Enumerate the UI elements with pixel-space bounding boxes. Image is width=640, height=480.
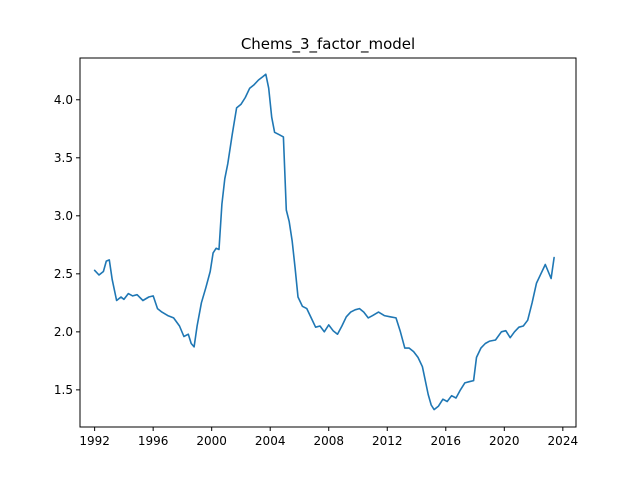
x-tick-label: 2024	[548, 434, 579, 448]
y-tick-label: 3.5	[54, 151, 73, 165]
x-tick-label: 2020	[489, 434, 520, 448]
y-tick-label: 2.0	[54, 325, 73, 339]
x-tick-label: 2016	[431, 434, 462, 448]
y-axis: 1.5 2.0 2.5 3.0 3.5 4.0	[54, 93, 80, 397]
x-tick-label: 1996	[138, 434, 169, 448]
y-tick-label: 1.5	[54, 383, 73, 397]
y-tick-label: 4.0	[54, 93, 73, 107]
x-tick-label: 2000	[196, 434, 227, 448]
x-tick-label: 2008	[313, 434, 344, 448]
series-layer	[93, 73, 555, 411]
chart-title: Chems_3_factor_model	[241, 35, 415, 54]
plot-frame	[79, 57, 577, 428]
y-tick-label: 3.0	[54, 209, 73, 223]
x-tick-label: 2004	[255, 434, 286, 448]
x-tick-label: 2012	[372, 434, 403, 448]
y-tick-label: 2.5	[54, 267, 73, 281]
x-tick-label: 1992	[79, 434, 110, 448]
x-axis: 1992 1996 2000 2004 2008 2012 2016 2020 2024	[79, 427, 578, 448]
series-line-0	[93, 73, 555, 411]
